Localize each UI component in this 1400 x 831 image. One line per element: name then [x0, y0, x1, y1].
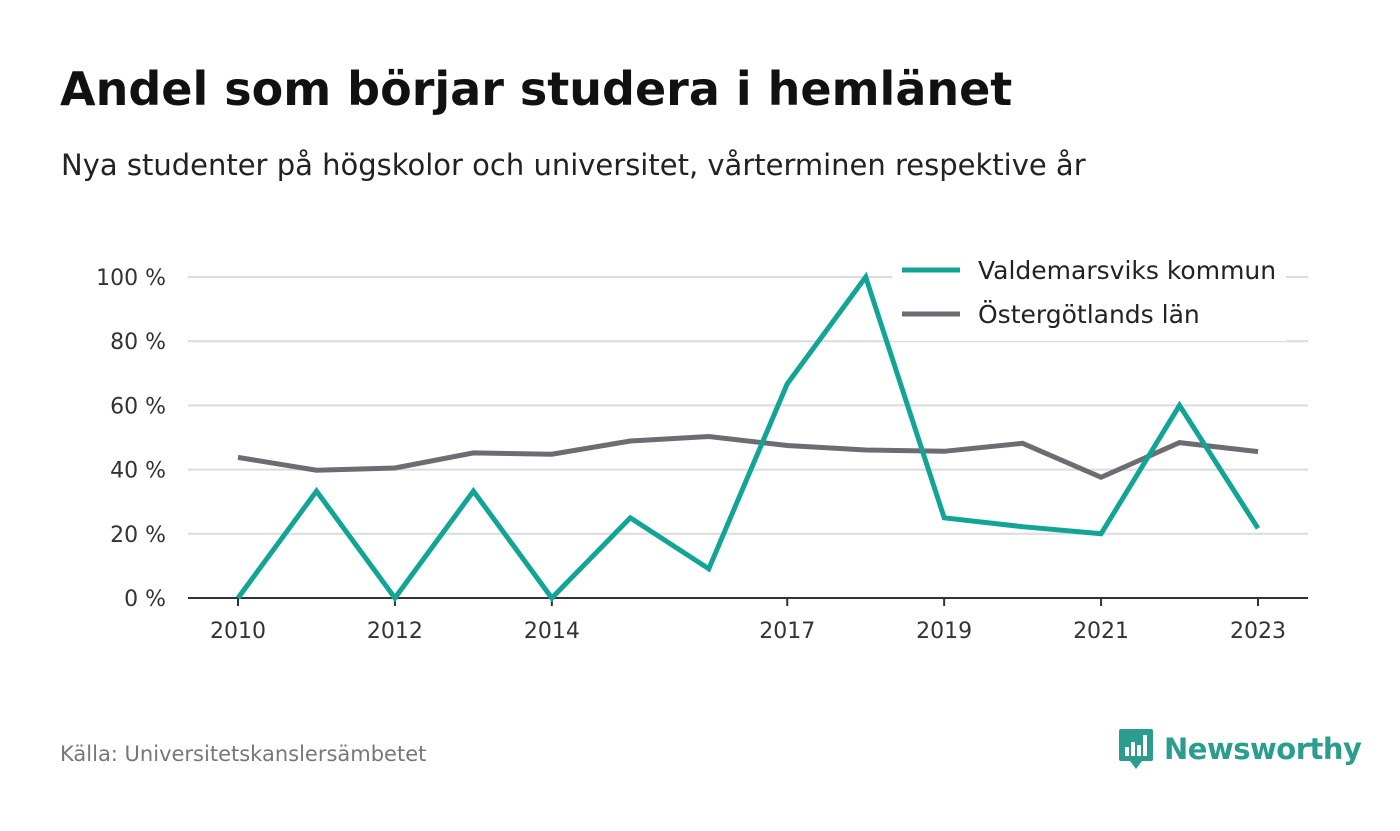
legend-background: [892, 243, 1286, 341]
brand-name: Newsworthy: [1164, 732, 1362, 766]
x-tick-label: 2019: [916, 619, 972, 644]
y-tick-label: 100 %: [96, 266, 166, 291]
y-tick-label: 80 %: [110, 330, 166, 355]
y-tick-label: 20 %: [110, 523, 166, 548]
line-chart: 0 %20 %40 %60 %80 %100 % 2010 2012 2014 201…: [96, 243, 1308, 644]
series-lines: [235, 271, 1261, 603]
x-tick-label: 2010: [210, 619, 266, 644]
y-tick-label: 40 %: [110, 459, 166, 484]
newsworthy-logo-icon: [1119, 729, 1153, 769]
series-line-0: [235, 271, 1261, 603]
legend-label: Östergötlands län: [978, 300, 1200, 329]
source-note: Källa: Universitetskanslersämbetet: [60, 742, 427, 766]
x-tick-label: 2023: [1230, 619, 1286, 644]
y-tick-label: 60 %: [110, 394, 166, 419]
legend-label: Valdemarsviks kommun: [978, 256, 1276, 285]
chart-title: Andel som börjar studera i hemlänet: [60, 62, 1013, 116]
series-line-1: [237, 433, 1259, 481]
chart-subtitle: Nya studenter på högskolor och universit…: [61, 148, 1086, 182]
x-tick-label: 2017: [759, 619, 815, 644]
y-axis-ticks: 0 % 20 % 40 % 60 % 80 % 100 %: [96, 266, 166, 612]
legend: Valdemarsviks kommun Östergötlands län: [892, 243, 1286, 341]
x-tick-label: 2012: [367, 619, 423, 644]
x-tick-label: 2021: [1073, 619, 1129, 644]
y-tick-label: 0 %: [124, 587, 166, 612]
x-axis: 2010 2012 2014 2017 2019 2021 2023: [188, 597, 1308, 644]
brand-logo: Newsworthy: [1118, 727, 1362, 771]
x-tick-label: 2014: [524, 619, 580, 644]
